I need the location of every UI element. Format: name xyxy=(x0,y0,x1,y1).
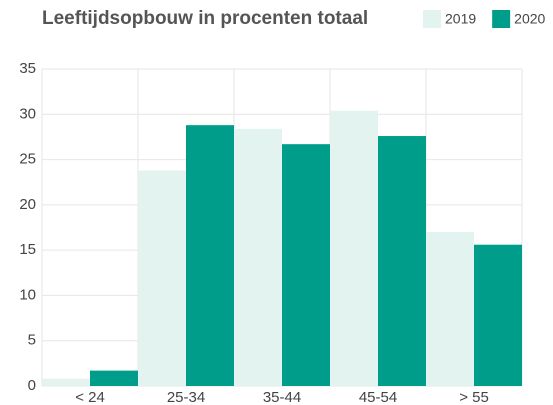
x-tick-label: 25-34 xyxy=(167,389,205,405)
bar xyxy=(426,232,474,386)
y-tick-label: 0 xyxy=(28,377,36,394)
bar xyxy=(378,136,426,386)
legend-label: 2020 xyxy=(514,11,545,27)
x-tick-label: > 55 xyxy=(459,389,489,405)
y-tick-label: 25 xyxy=(19,151,36,168)
bar xyxy=(330,110,378,387)
legend-label: 2019 xyxy=(445,11,476,27)
legend-swatch xyxy=(492,10,511,28)
bar xyxy=(234,128,282,386)
x-tick-label: < 24 xyxy=(75,389,105,405)
bar xyxy=(90,370,138,386)
y-tick-label: 35 xyxy=(19,60,36,77)
y-tick-label: 20 xyxy=(19,196,36,213)
bar xyxy=(474,244,522,386)
y-tick-label: 5 xyxy=(28,332,36,349)
bar xyxy=(42,378,90,386)
bar xyxy=(186,125,234,386)
x-tick-label: 45-54 xyxy=(359,389,397,405)
bar xyxy=(282,144,330,386)
x-tick-label: 35-44 xyxy=(263,389,301,405)
chart-title: Leeftijdsopbouw in procenten totaal xyxy=(42,8,368,29)
bar xyxy=(138,170,186,386)
y-tick-label: 15 xyxy=(19,241,36,258)
y-tick-label: 10 xyxy=(19,286,36,303)
y-tick-label: 30 xyxy=(19,105,36,122)
legend-swatch xyxy=(423,10,441,28)
